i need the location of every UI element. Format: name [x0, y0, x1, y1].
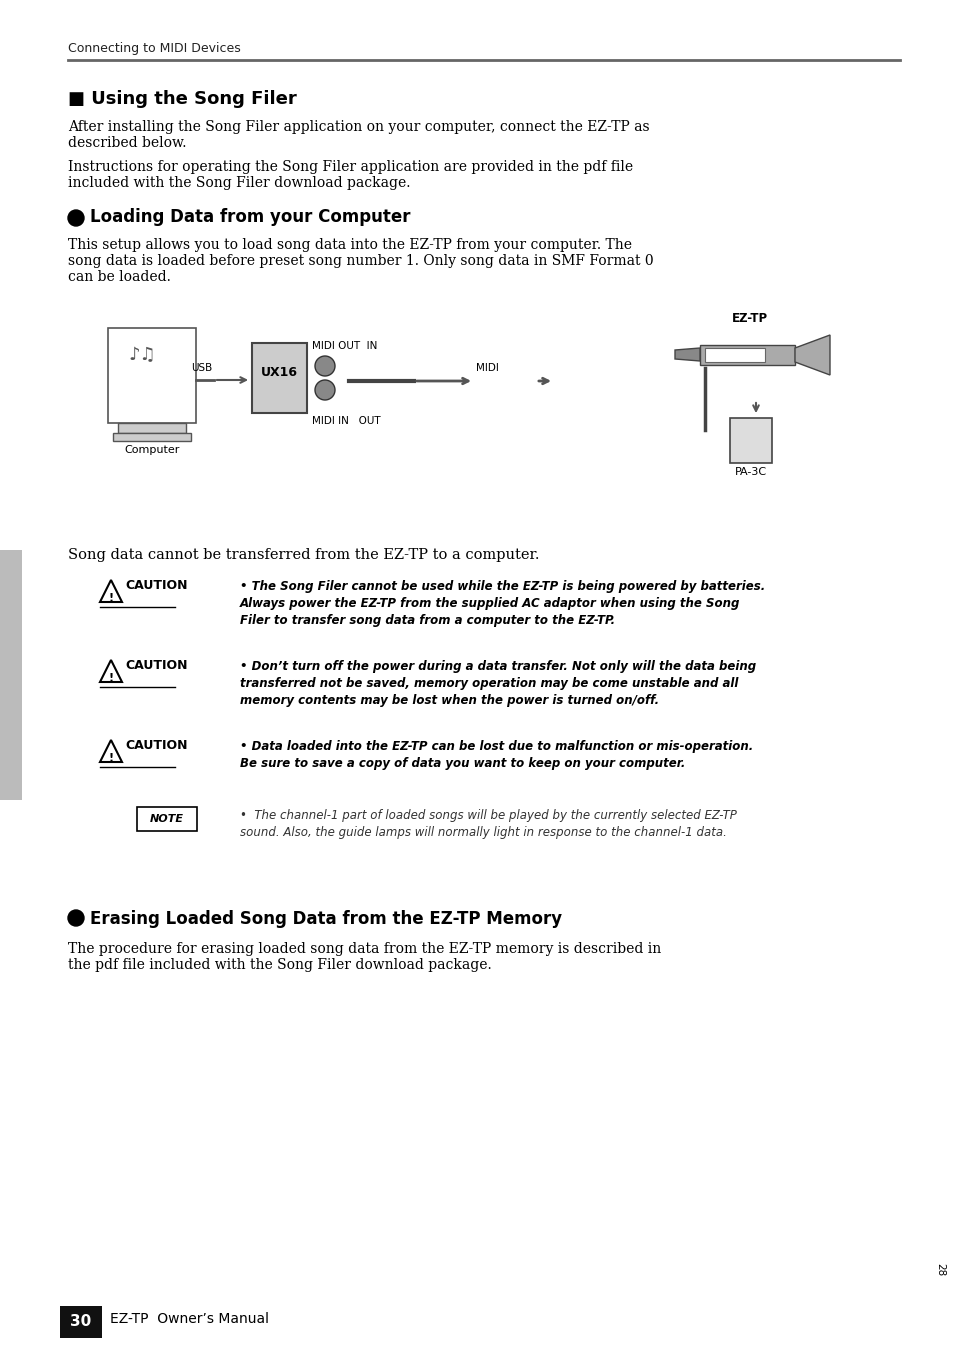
Text: ■ Using the Song Filer: ■ Using the Song Filer [68, 91, 296, 108]
Text: After installing the Song Filer application on your computer, connect the EZ-TP : After installing the Song Filer applicat… [68, 120, 649, 150]
Text: Connecting to MIDI Devices: Connecting to MIDI Devices [68, 42, 240, 55]
Polygon shape [100, 660, 122, 681]
Text: The procedure for erasing loaded song data from the EZ-TP memory is described in: The procedure for erasing loaded song da… [68, 942, 660, 972]
Text: MIDI IN   OUT: MIDI IN OUT [312, 416, 380, 426]
Text: CAUTION: CAUTION [125, 579, 188, 592]
Bar [108, 329, 195, 423]
Text: UX16: UX16 [260, 365, 297, 379]
Circle shape [314, 356, 335, 376]
Text: CAUTION: CAUTION [125, 658, 188, 672]
Text: Instructions for operating the Song Filer application are provided in the pdf fi: Instructions for operating the Song File… [68, 160, 633, 191]
Text: USB: USB [191, 362, 212, 373]
Polygon shape [794, 335, 829, 375]
Circle shape [68, 910, 84, 926]
Circle shape [314, 380, 335, 400]
Text: •  The channel-1 part of loaded songs will be played by the currently selected E: • The channel-1 part of loaded songs wil… [240, 808, 736, 840]
Text: NOTE: NOTE [150, 814, 184, 823]
Text: !: ! [109, 753, 113, 763]
Bar [704, 347, 764, 362]
Text: 30: 30 [71, 1314, 91, 1329]
Text: !: ! [109, 594, 113, 603]
Text: !: ! [109, 673, 113, 683]
Text: MIDI: MIDI [476, 362, 498, 373]
Polygon shape [100, 740, 122, 763]
Bar [729, 418, 771, 462]
Text: • Data loaded into the EZ-TP can be lost due to malfunction or mis-operation.
Be: • Data loaded into the EZ-TP can be lost… [240, 740, 753, 771]
Text: EZ-TP  Owner’s Manual: EZ-TP Owner’s Manual [110, 1311, 269, 1326]
Text: 28: 28 [934, 1263, 944, 1276]
Bar [112, 433, 191, 441]
FancyBboxPatch shape [137, 807, 196, 831]
Text: EZ-TP: EZ-TP [731, 312, 767, 324]
Bar [252, 343, 307, 412]
Bar [0, 550, 22, 800]
Text: Loading Data from your Computer: Loading Data from your Computer [90, 208, 410, 226]
Text: • The Song Filer cannot be used while the EZ-TP is being powered by batteries.
A: • The Song Filer cannot be used while th… [240, 580, 764, 627]
Text: Erasing Loaded Song Data from the EZ-TP Memory: Erasing Loaded Song Data from the EZ-TP … [90, 910, 561, 927]
Text: Computer: Computer [124, 445, 179, 456]
Text: Song data cannot be transferred from the EZ-TP to a computer.: Song data cannot be transferred from the… [68, 548, 539, 562]
Text: • Don’t turn off the power during a data transfer. Not only will the data being
: • Don’t turn off the power during a data… [240, 660, 756, 707]
Bar [700, 345, 794, 365]
Polygon shape [100, 580, 122, 602]
Polygon shape [675, 347, 700, 361]
Text: ♪♫: ♪♫ [128, 346, 155, 364]
Text: This setup allows you to load song data into the EZ-TP from your computer. The
s: This setup allows you to load song data … [68, 238, 653, 284]
Bar [118, 423, 186, 433]
Bar [60, 1306, 102, 1338]
Circle shape [68, 210, 84, 226]
Text: PA-3C: PA-3C [734, 466, 766, 477]
Text: CAUTION: CAUTION [125, 740, 188, 752]
Text: MIDI OUT  IN: MIDI OUT IN [312, 341, 377, 352]
